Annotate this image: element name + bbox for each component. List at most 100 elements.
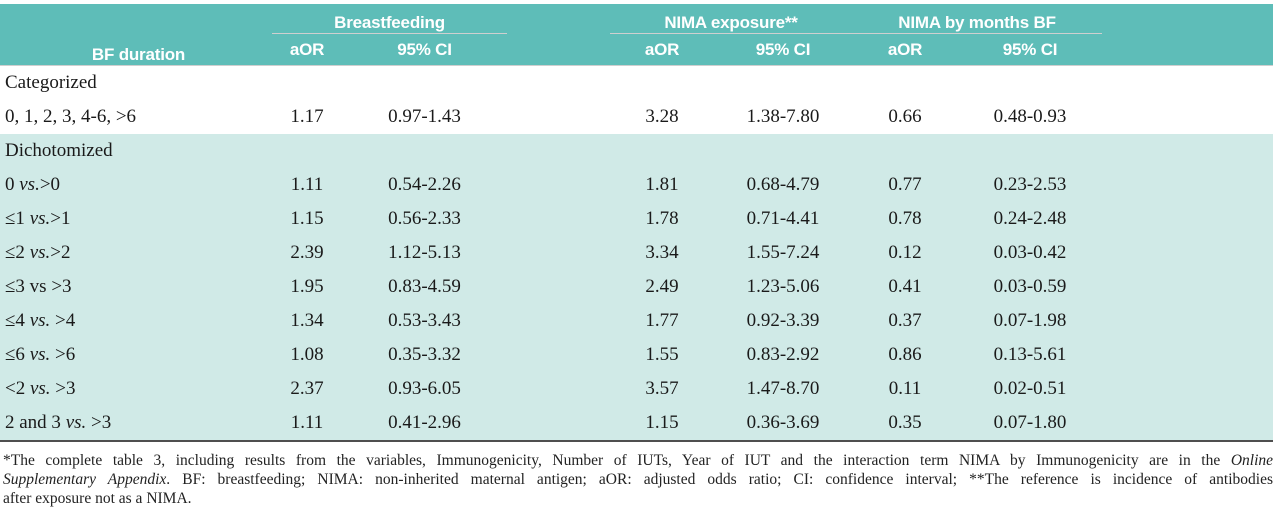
- table-row: ≤1 vs.>1 1.15 0.56-2.33 1.78 0.71-4.41 0…: [0, 202, 1274, 236]
- spacer-cell: [507, 270, 611, 304]
- ci-nima-by-months-value: [958, 134, 1103, 168]
- aor-nima-exposure-value: 1.77: [610, 304, 715, 338]
- results-table: BF duration Breastfeeding NIMA exposure*…: [0, 4, 1274, 442]
- trailing-spacer-cell: [1102, 338, 1274, 372]
- ci-nima-exposure-value: 0.83-2.92: [714, 338, 853, 372]
- ci-breastfeeding-value: 0.54-2.26: [342, 168, 508, 202]
- aor-breastfeeding-value: 1.17: [272, 100, 342, 134]
- aor-nima-by-months-value: [852, 65, 959, 100]
- ci-nima-by-months-value: 0.48-0.93: [958, 100, 1103, 134]
- table-row: 0, 1, 2, 3, 4-6, >6 1.17 0.97-1.43 3.28 …: [0, 100, 1274, 134]
- table-row: 2 and 3 vs. >3 1.11 0.41-2.96 1.15 0.36-…: [0, 406, 1274, 442]
- table-row: <2 vs. >3 2.37 0.93-6.05 3.57 1.47-8.70 …: [0, 372, 1274, 406]
- aor-breastfeeding-value: 1.95: [272, 270, 342, 304]
- ci-nima-by-months-value: 0.02-0.51: [958, 372, 1103, 406]
- spacer-cell: [507, 304, 611, 338]
- header-aor-nima-by-months: aOR: [852, 33, 959, 66]
- footnote-line-1: *The complete table 3, including results…: [3, 452, 1273, 469]
- ci-nima-exposure-value: 1.55-7.24: [714, 236, 853, 270]
- table-row: Dichotomized: [0, 134, 1274, 168]
- table-row: ≤3 vs >3 1.95 0.83-4.59 2.49 1.23-5.06 0…: [0, 270, 1274, 304]
- ci-nima-exposure-value: 1.23-5.06: [714, 270, 853, 304]
- footnote-line-2: Supplementary Appendix. BF: breastfeedin…: [3, 471, 1273, 488]
- aor-breastfeeding-value: [272, 65, 342, 100]
- ci-nima-exposure-value: 0.36-3.69: [714, 406, 853, 442]
- aor-nima-by-months-value: 0.86: [852, 338, 959, 372]
- ci-breastfeeding-value: 0.35-3.32: [342, 338, 508, 372]
- aor-nima-by-months-value: 0.37: [852, 304, 959, 338]
- aor-nima-by-months-value: 0.12: [852, 236, 959, 270]
- trailing-spacer-cell: [1102, 236, 1274, 270]
- spacer-cell: [507, 100, 611, 134]
- header-aor-nima-exposure: aOR: [610, 33, 715, 66]
- header-ci-nima-by-months: 95% CI: [958, 33, 1103, 66]
- ci-breastfeeding-value: 0.97-1.43: [342, 100, 508, 134]
- header-bf-duration: BF duration: [0, 4, 272, 66]
- ci-nima-exposure-value: [714, 134, 853, 168]
- spacer-cell: [507, 134, 611, 168]
- aor-breastfeeding-value: 1.11: [272, 168, 342, 202]
- trailing-spacer-cell: [1102, 168, 1274, 202]
- table-row: ≤4 vs. >4 1.34 0.53-3.43 1.77 0.92-3.39 …: [0, 304, 1274, 338]
- footnote-italic-online: Online: [1230, 452, 1273, 469]
- row-label: ≤6 vs. >6: [0, 338, 272, 372]
- ci-nima-by-months-value: [958, 65, 1103, 100]
- trailing-spacer-cell: [1102, 202, 1274, 236]
- aor-nima-by-months-value: 0.78: [852, 202, 959, 236]
- ci-breastfeeding-value: [342, 65, 508, 100]
- ci-breastfeeding-value: 0.41-2.96: [342, 406, 508, 442]
- trailing-spacer-cell: [1102, 372, 1274, 406]
- row-label: 0 vs.>0: [0, 168, 272, 202]
- aor-nima-by-months-value: 0.66: [852, 100, 959, 134]
- spacer-cell: [507, 406, 611, 442]
- ci-nima-exposure-value: 1.47-8.70: [714, 372, 853, 406]
- footnote-line-3: after exposure not as a NIMA.: [3, 490, 192, 507]
- ci-nima-by-months-value: 0.03-0.59: [958, 270, 1103, 304]
- spacer-cell: [507, 372, 611, 406]
- aor-nima-exposure-value: 1.78: [610, 202, 715, 236]
- trailing-spacer-cell: [1102, 304, 1274, 338]
- aor-nima-by-months-value: 0.11: [852, 372, 959, 406]
- ci-nima-exposure-value: 0.92-3.39: [714, 304, 853, 338]
- table-row: 0 vs.>0 1.11 0.54-2.26 1.81 0.68-4.79 0.…: [0, 168, 1274, 202]
- row-label: Dichotomized: [0, 134, 272, 168]
- aor-nima-by-months-value: 0.41: [852, 270, 959, 304]
- ci-nima-by-months-value: 0.03-0.42: [958, 236, 1103, 270]
- spacer-cell: [507, 65, 611, 100]
- row-label: Categorized: [0, 65, 272, 100]
- row-label: 0, 1, 2, 3, 4-6, >6: [0, 100, 272, 134]
- header-group-nima-exposure: NIMA exposure**: [610, 4, 853, 34]
- ci-nima-by-months-value: 0.23-2.53: [958, 168, 1103, 202]
- ci-breastfeeding-value: 0.93-6.05: [342, 372, 508, 406]
- spacer-cell: [507, 338, 611, 372]
- header-spacer: [507, 4, 611, 66]
- spacer-cell: [507, 202, 611, 236]
- trailing-spacer-cell: [1102, 270, 1274, 304]
- table-footnote: *The complete table 3, including results…: [0, 442, 1276, 508]
- aor-breastfeeding-value: [272, 134, 342, 168]
- trailing-spacer-cell: [1102, 100, 1274, 134]
- aor-nima-by-months-value: 0.35: [852, 406, 959, 442]
- ci-breastfeeding-value: [342, 134, 508, 168]
- trailing-spacer-cell: [1102, 134, 1274, 168]
- ci-nima-exposure-value: [714, 65, 853, 100]
- footnote-italic-supplementary-appendix: Supplementary Appendix: [3, 471, 167, 488]
- spacer-cell: [507, 236, 611, 270]
- table-row: ≤6 vs. >6 1.08 0.35-3.32 1.55 0.83-2.92 …: [0, 338, 1274, 372]
- aor-breastfeeding-value: 1.11: [272, 406, 342, 442]
- header-aor-breastfeeding: aOR: [272, 33, 342, 66]
- trailing-spacer-cell: [1102, 65, 1274, 100]
- aor-nima-by-months-value: [852, 134, 959, 168]
- ci-nima-by-months-value: 0.24-2.48: [958, 202, 1103, 236]
- aor-nima-by-months-value: 0.77: [852, 168, 959, 202]
- row-label: ≤3 vs >3: [0, 270, 272, 304]
- row-label: <2 vs. >3: [0, 372, 272, 406]
- table-row: Categorized: [0, 65, 1274, 100]
- aor-nima-exposure-value: 3.34: [610, 236, 715, 270]
- aor-nima-exposure-value: 2.49: [610, 270, 715, 304]
- ci-breastfeeding-value: 1.12-5.13: [342, 236, 508, 270]
- aor-breastfeeding-value: 2.37: [272, 372, 342, 406]
- trailing-spacer-cell: [1102, 406, 1274, 442]
- ci-nima-exposure-value: 1.38-7.80: [714, 100, 853, 134]
